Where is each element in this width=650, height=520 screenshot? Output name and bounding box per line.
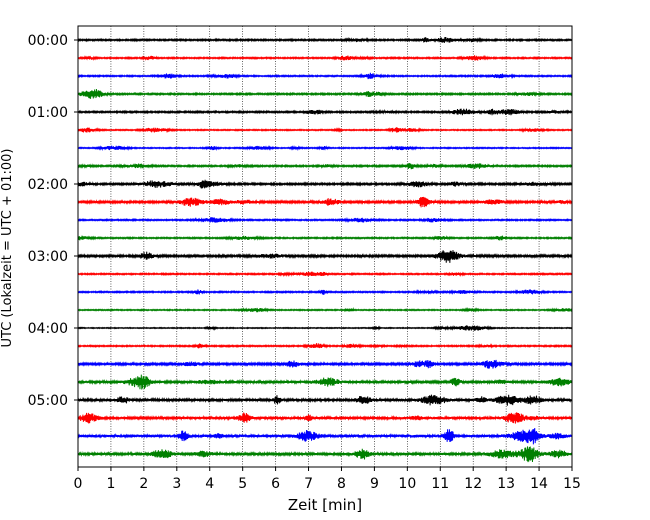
trace-0130 bbox=[77, 145, 573, 152]
trace-0230 bbox=[77, 217, 573, 223]
x-axis-label: Zeit [min] bbox=[288, 496, 362, 514]
trace-0145 bbox=[77, 162, 573, 170]
x-tick-label-10: 10 bbox=[398, 476, 416, 492]
y-tick-label-02:00: 02:00 bbox=[28, 177, 68, 193]
x-tick-label-0: 0 bbox=[74, 476, 83, 492]
trace-0315 bbox=[77, 271, 573, 278]
y-axis-label: UTC (Lokalzeit = UTC + 01:00) bbox=[0, 149, 15, 348]
trace-0215 bbox=[77, 196, 573, 208]
trace-0330 bbox=[77, 289, 573, 295]
trace-0000 bbox=[77, 36, 573, 44]
trace-0400 bbox=[77, 325, 573, 331]
x-tick-label-9: 9 bbox=[370, 476, 379, 492]
trace-0415 bbox=[77, 343, 573, 349]
y-tick-label-00:00: 00:00 bbox=[28, 33, 68, 49]
trace-0545 bbox=[77, 446, 573, 463]
x-tick-label-13: 13 bbox=[497, 476, 515, 492]
x-tick-label-2: 2 bbox=[139, 476, 148, 492]
trace-0345 bbox=[77, 307, 573, 313]
trace-0115 bbox=[77, 127, 573, 134]
x-tick-label-15: 15 bbox=[563, 476, 581, 492]
trace-0030 bbox=[77, 72, 573, 80]
trace-0500 bbox=[77, 394, 573, 406]
y-axis-ticks: 00:00 01:00 02:00 03:00 04:00 05:00 bbox=[28, 33, 78, 409]
x-tick-label-12: 12 bbox=[464, 476, 482, 492]
plot-frame bbox=[77, 25, 573, 468]
trace-0430 bbox=[77, 359, 573, 369]
x-tick-label-5: 5 bbox=[238, 476, 247, 492]
x-tick-label-14: 14 bbox=[530, 476, 548, 492]
y-tick-label-01:00: 01:00 bbox=[28, 105, 68, 121]
traces-group bbox=[77, 36, 573, 463]
trace-0100 bbox=[77, 108, 573, 116]
y-tick-label-03:00: 03:00 bbox=[28, 249, 68, 265]
x-axis-ticks: 0 1 2 3 4 5 6 7 8 9 10 11 12 13 14 15 bbox=[74, 467, 581, 492]
x-tick-label-8: 8 bbox=[337, 476, 346, 492]
trace-0045 bbox=[77, 89, 573, 99]
vertical-grid bbox=[110, 26, 540, 467]
x-tick-label-4: 4 bbox=[205, 476, 214, 492]
trace-0015 bbox=[77, 54, 573, 62]
trace-0515 bbox=[77, 412, 573, 424]
x-tick-label-7: 7 bbox=[304, 476, 313, 492]
trace-0445 bbox=[77, 374, 573, 390]
x-tick-label-1: 1 bbox=[106, 476, 115, 492]
x-tick-label-11: 11 bbox=[431, 476, 449, 492]
trace-0200 bbox=[77, 179, 573, 189]
y-tick-label-05:00: 05:00 bbox=[28, 393, 68, 409]
trace-0530 bbox=[77, 428, 573, 445]
trace-0300 bbox=[77, 250, 573, 263]
x-tick-label-6: 6 bbox=[271, 476, 280, 492]
y-tick-label-04:00: 04:00 bbox=[28, 321, 68, 337]
x-tick-label-3: 3 bbox=[172, 476, 181, 492]
trace-0245 bbox=[77, 235, 573, 241]
